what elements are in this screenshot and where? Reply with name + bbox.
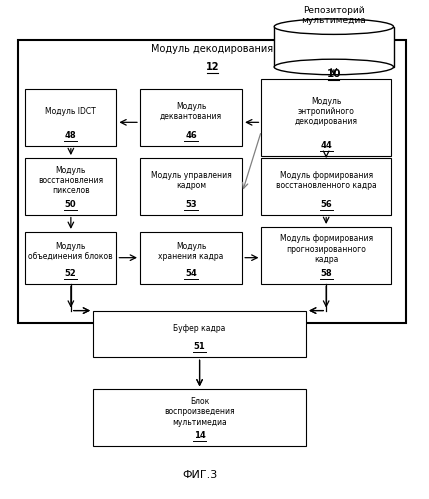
Bar [25,89,116,146]
Bar [261,158,391,215]
Bar [140,232,242,283]
Bar [140,158,242,215]
Bar [25,158,116,215]
Text: 53: 53 [185,200,197,209]
Bar [18,40,406,323]
Text: 50: 50 [65,200,76,209]
Text: 44: 44 [320,141,332,150]
Text: Модуль
хранения кадра: Модуль хранения кадра [158,242,224,261]
Bar [93,389,306,446]
Bar [140,89,242,146]
Ellipse shape [274,59,393,75]
Text: 52: 52 [65,268,76,277]
Text: Модуль формирования
прогнозированного
кадра: Модуль формирования прогнозированного ка… [280,235,373,264]
Bar [261,79,391,156]
Text: Модуль
энтропийного
декодирования: Модуль энтропийного декодирования [295,97,358,126]
Text: 54: 54 [185,268,197,277]
Text: Модуль
объединения блоков: Модуль объединения блоков [28,242,113,261]
Text: 56: 56 [320,200,332,209]
Text: Модуль
восстановления
пикселов: Модуль восстановления пикселов [38,166,103,195]
Bar [25,232,116,283]
Bar [93,310,306,357]
Text: 10: 10 [326,69,341,79]
Text: 51: 51 [194,342,205,351]
Text: Модуль IDCT: Модуль IDCT [45,107,96,116]
Text: 12: 12 [205,62,219,72]
Text: Модуль декодирования: Модуль декодирования [151,44,273,54]
Bar [274,26,393,67]
Text: 58: 58 [320,268,332,277]
Text: Модуль
деквантования: Модуль деквантования [160,102,222,121]
Ellipse shape [274,19,393,34]
Text: Модуль формирования
восстановленного кадра: Модуль формирования восстановленного кад… [276,171,377,190]
Text: Буфер кадра: Буфер кадра [173,323,226,332]
Text: Блок
воспроизведения
мультимедиа: Блок воспроизведения мультимедиа [164,397,235,427]
Text: 48: 48 [65,131,76,140]
Text: ФИГ.3: ФИГ.3 [182,471,217,481]
Text: Модуль управления
кадром: Модуль управления кадром [151,171,231,190]
Text: Репозиторий
мультимедиа: Репозиторий мультимедиа [302,5,366,25]
Bar [261,227,391,283]
Text: 14: 14 [194,431,205,440]
Text: 46: 46 [185,131,197,140]
